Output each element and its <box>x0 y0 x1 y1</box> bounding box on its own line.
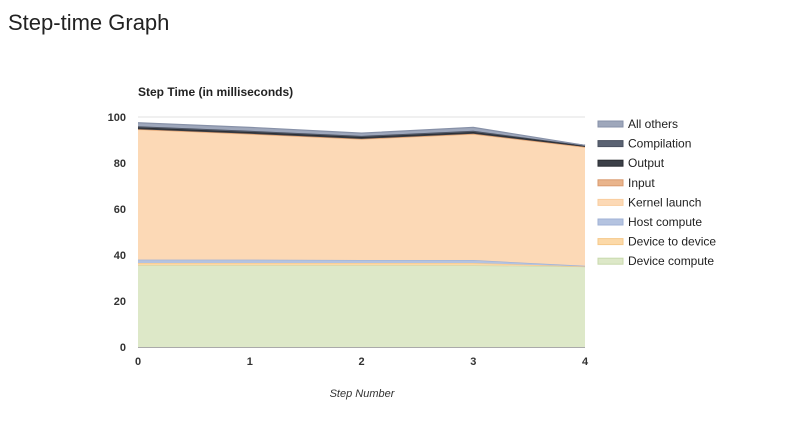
legend-label: Input <box>628 176 655 190</box>
x-tick-label: 1 <box>247 356 253 368</box>
area-device-to-device <box>138 263 585 267</box>
legend-swatch <box>597 238 624 246</box>
area-host-compute <box>138 259 585 267</box>
legend-swatch <box>597 120 624 128</box>
legend-label: Compilation <box>628 137 691 151</box>
y-tick-label: 40 <box>114 250 126 262</box>
y-tick-label: 0 <box>120 342 126 354</box>
legend-label: All others <box>628 117 678 131</box>
page-title: Step-time Graph <box>8 10 170 35</box>
chart-areas <box>137 122 586 347</box>
legend-label: Output <box>628 156 665 170</box>
legend-swatch <box>597 159 624 167</box>
legend-label: Device compute <box>628 254 714 268</box>
legend-swatch <box>597 218 624 226</box>
area-device-compute <box>138 265 585 347</box>
chart-legend: All others Compilation Output Input Kernel l… <box>597 117 716 268</box>
legend-label: Host compute <box>628 215 702 229</box>
x-tick-label: 0 <box>135 356 141 368</box>
x-tick-label: 3 <box>470 356 476 368</box>
legend-label: Device to device <box>628 235 716 249</box>
chart-axes: 0 1 2 3 4 <box>135 356 589 368</box>
legend-swatch <box>597 179 624 187</box>
x-axis-label: Step Number <box>330 388 396 400</box>
legend-label: Kernel launch <box>628 195 701 209</box>
y-tick-label: 80 <box>114 158 126 170</box>
y-tick-label: 60 <box>114 204 126 216</box>
y-tick-label: 100 <box>108 112 126 124</box>
y-tick-label: 20 <box>114 296 126 308</box>
series-line-all-others <box>137 122 586 146</box>
legend-swatch <box>597 257 624 265</box>
area-kernel-launch <box>138 129 585 266</box>
legend-swatch <box>597 198 624 206</box>
x-tick-label: 2 <box>358 356 364 368</box>
area-all-others <box>138 122 585 146</box>
legend-swatch <box>597 140 624 148</box>
x-tick-label: 4 <box>582 356 589 368</box>
chart-title: Step Time (in milliseconds) <box>138 85 293 99</box>
